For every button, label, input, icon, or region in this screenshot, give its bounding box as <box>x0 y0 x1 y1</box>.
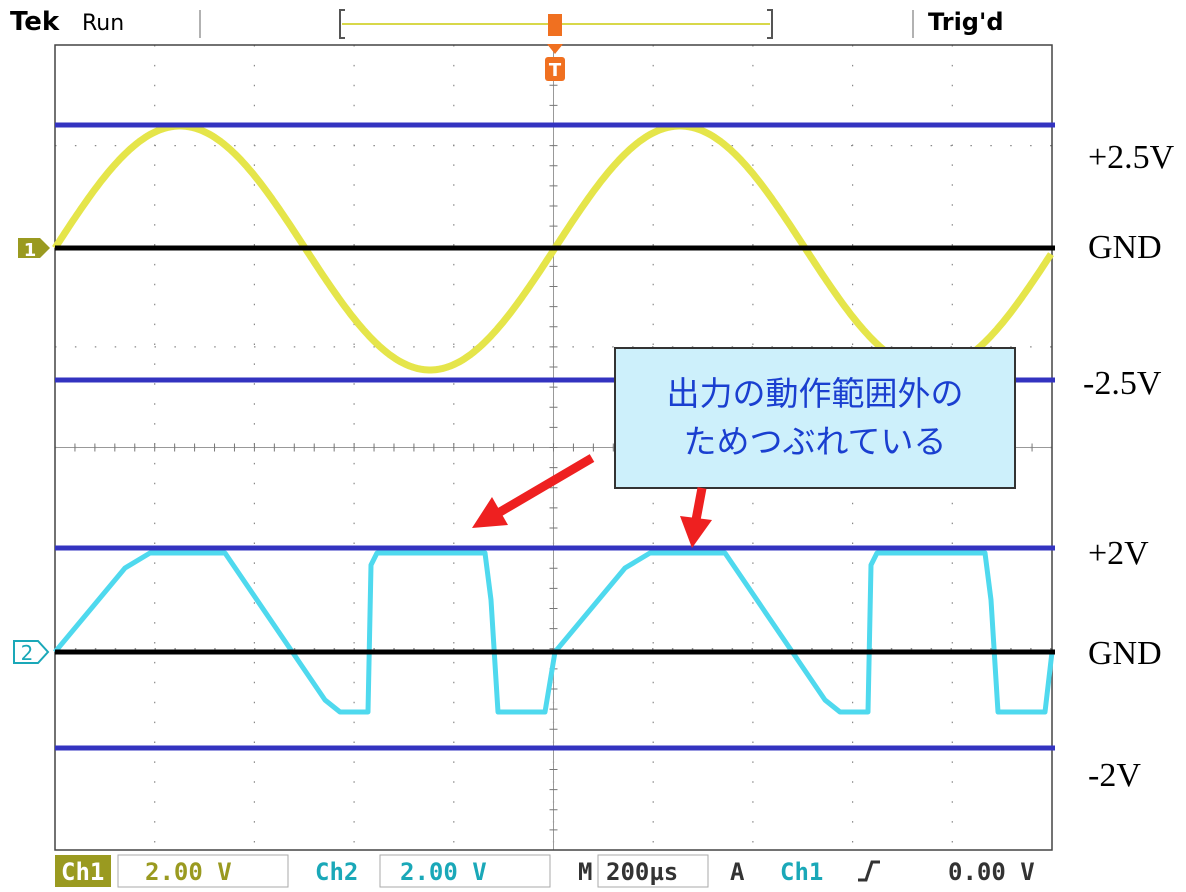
arrow <box>696 488 702 520</box>
trigger-arrow <box>547 44 563 54</box>
oscilloscope-screenshot: Tek Run Trig'd T 1 2 +2.5V GND -2.5V +2V… <box>0 0 1186 892</box>
timebase-label: M <box>578 858 592 886</box>
trigger-mode: A <box>730 858 745 886</box>
ch1-scale: 2.00 V <box>145 858 232 886</box>
ch2-label: Ch2 <box>315 858 358 886</box>
level-label: -2.5V <box>1083 365 1162 402</box>
trigger-status: Trig'd <box>928 8 1004 36</box>
ch1-label: Ch1 <box>61 858 104 886</box>
arrow <box>500 458 592 512</box>
trigger-slope <box>858 862 880 880</box>
level-label: GND <box>1088 229 1162 266</box>
callout-box <box>615 348 1015 488</box>
run-status: Run <box>82 11 124 36</box>
level-label: GND <box>1088 635 1162 672</box>
level-label: +2V <box>1088 535 1149 572</box>
ch2-marker: 2 <box>21 641 34 665</box>
level-label: +2.5V <box>1088 139 1175 176</box>
ch2-scale: 2.00 V <box>400 858 487 886</box>
trigger-marker: T <box>549 60 562 81</box>
trigger-pos-top <box>548 14 562 36</box>
brand: Tek <box>10 7 60 37</box>
arrowhead <box>680 516 712 548</box>
level-label: -2V <box>1088 757 1141 794</box>
callout-text: ためつぶれている <box>683 422 946 461</box>
ch1-marker: 1 <box>24 240 37 261</box>
trigger-source: Ch1 <box>780 858 823 886</box>
callout-text: 出力の動作範囲外の <box>667 374 964 413</box>
trigger-level: 0.00 V <box>948 858 1035 886</box>
timebase: 200µs <box>606 858 678 886</box>
